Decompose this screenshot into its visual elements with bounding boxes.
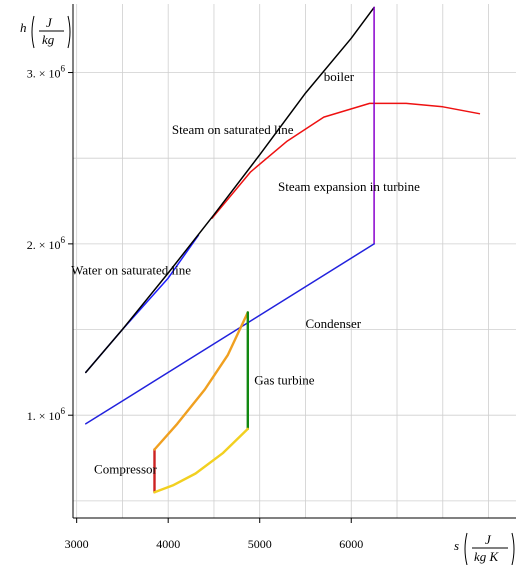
x-axis-symbol: s <box>454 538 459 553</box>
annotation-label: boiler <box>324 69 355 84</box>
y-unit-den: kg <box>42 32 55 47</box>
y-tick-label: 2. × 106 <box>27 235 66 252</box>
annotation-label: Compressor <box>94 461 158 476</box>
y-axis-label: h J kg <box>20 15 71 49</box>
axes: 3000 4000 5000 6000 1. × 106 2. × 106 3. × 106 <box>27 4 516 551</box>
annotation-label: Gas turbine <box>254 372 315 387</box>
x-tick-label: 6000 <box>339 537 363 551</box>
annotations: boiler Steam on saturated line Steam expan… <box>71 69 420 476</box>
y-axis-symbol: h <box>20 20 27 35</box>
series-line-condenser <box>85 243 375 425</box>
x-tick-label: 4000 <box>156 537 180 551</box>
y-tick-label: 1. × 106 <box>27 406 66 423</box>
grid-lines <box>73 4 516 518</box>
series-line-gas-cooling <box>153 427 249 494</box>
x-tick-label: 3000 <box>65 537 89 551</box>
x-bracket-left <box>464 532 468 565</box>
x-tick-label: 5000 <box>248 537 272 551</box>
x-unit-den: kg K <box>474 549 500 564</box>
series-line-steam-saturated <box>211 102 481 219</box>
x-axis-label: s J kg K <box>454 532 515 565</box>
y-bracket-right <box>67 15 71 49</box>
series-line-gas-heating <box>153 311 249 451</box>
annotation-label: Steam on saturated line <box>172 122 294 137</box>
annotation-label: Steam expansion in turbine <box>278 179 420 194</box>
series-line-boiler <box>85 6 375 374</box>
x-unit-num: J <box>485 532 492 547</box>
y-bracket-left <box>31 15 35 49</box>
series-group <box>85 6 481 494</box>
annotation-label: Condenser <box>305 316 361 331</box>
annotation-label: Water on saturated line <box>71 263 191 278</box>
y-tick-label: 3. × 106 <box>27 64 66 81</box>
x-bracket-right <box>511 532 515 565</box>
y-unit-num: J <box>46 15 53 30</box>
